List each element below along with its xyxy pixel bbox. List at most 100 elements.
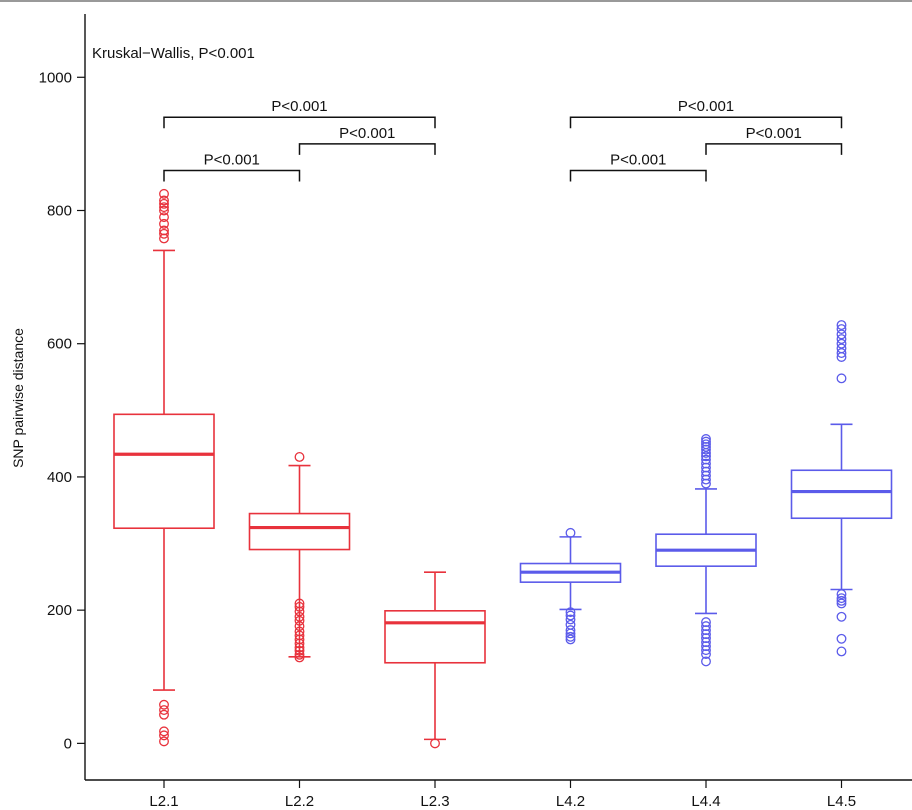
iqr-box [384, 610, 486, 664]
outlier-point [836, 646, 847, 657]
outlier-point [701, 442, 711, 452]
outlier-point [836, 329, 847, 340]
y-ticks: 0 200 400 600 800 1000 [39, 69, 85, 752]
outlier-point [294, 615, 305, 626]
p-value-label: P<0.001 [746, 125, 802, 142]
bracket-line [569, 116, 843, 129]
outlier-point [565, 634, 576, 645]
outlier-point [294, 638, 305, 649]
outlier-point [836, 593, 847, 604]
p-value-label: P<0.001 [271, 98, 327, 115]
x-tick-label: L4.2 [556, 793, 585, 810]
outlier-point [565, 607, 576, 618]
outlier-point [836, 611, 847, 622]
outlier-point [701, 645, 711, 656]
outlier-point [159, 218, 169, 229]
outlier-point [701, 656, 711, 667]
outlier-point [701, 448, 711, 458]
iqr-box [248, 512, 351, 551]
iqr-box [113, 413, 215, 530]
outlier-point [836, 348, 847, 358]
outlier-point [836, 352, 847, 362]
outlier-point [294, 611, 305, 622]
x-tick-label: L2.1 [149, 793, 178, 810]
outlier-point [159, 212, 169, 223]
outlier-point [159, 228, 169, 239]
outlier-point [294, 606, 305, 617]
outlier-point [430, 738, 440, 749]
iqr-box [790, 469, 893, 520]
box-L2-2 [248, 451, 351, 663]
x-ticks: L2.1 L2.2 L2.3 L4.2 L4.4 L4.5 [149, 780, 856, 810]
y-tick-label: 400 [47, 469, 72, 486]
outlier-point [565, 610, 576, 621]
outlier-point [836, 589, 847, 600]
comparison-bracket: P<0.001 [705, 125, 843, 155]
box-L4-5 [790, 320, 893, 657]
outlier-point [565, 628, 576, 639]
outlier-point [836, 334, 847, 345]
bracket-line [163, 169, 301, 182]
outlier-point [294, 642, 305, 653]
x-tick-label: L4.5 [827, 793, 856, 810]
x-tick-label: L2.3 [420, 793, 449, 810]
box-L2-3 [384, 571, 486, 749]
y-tick-label: 200 [47, 602, 72, 619]
boxes [113, 188, 893, 749]
outlier-point [159, 730, 169, 741]
outlier-point [565, 614, 576, 625]
p-value-label: P<0.001 [204, 152, 260, 169]
outlier-point [701, 451, 711, 462]
outlier-point [565, 625, 576, 636]
outlier-point [294, 451, 305, 462]
comparison-bracket: P<0.001 [163, 98, 436, 129]
p-value-label: P<0.001 [610, 152, 666, 169]
outlier-point [159, 709, 169, 720]
outlier-point [836, 595, 847, 606]
y-tick-label: 1000 [39, 69, 72, 86]
outlier-point [836, 373, 847, 384]
outlier-point [159, 198, 169, 209]
outlier-point [294, 645, 305, 656]
bracket-line [569, 169, 707, 182]
outlier-point [836, 320, 847, 331]
outlier-point [294, 621, 305, 632]
outlier-point [565, 631, 576, 642]
comparison-bracket: P<0.001 [569, 152, 707, 182]
outlier-point [836, 324, 847, 335]
outlier-point [159, 736, 169, 747]
y-tick-label: 600 [47, 336, 72, 353]
comparison-brackets: P<0.001 P<0.001 P<0.001 P<0.001 P<0.001 P<0.0… [163, 98, 843, 182]
comparison-bracket: P<0.001 [569, 98, 843, 129]
x-tick-label: L2.2 [285, 793, 314, 810]
outlier-point [836, 598, 847, 609]
box-L4-4 [655, 434, 757, 667]
y-axis-label: SNP pairwise distance [10, 328, 26, 468]
bracket-line [705, 143, 843, 155]
comparison-bracket: P<0.001 [163, 152, 301, 182]
outlier-point [159, 699, 169, 710]
bracket-line [163, 116, 436, 129]
p-value-label: P<0.001 [678, 98, 734, 115]
outlier-point [701, 649, 711, 660]
bracket-line [298, 143, 436, 155]
outlier-point [159, 705, 169, 716]
outlier-point [159, 233, 169, 244]
box-L4-2 [519, 527, 622, 645]
outlier-point [836, 633, 847, 644]
y-tick-label: 800 [47, 202, 72, 219]
outlier-point [159, 202, 169, 213]
outlier-point [159, 188, 169, 199]
outlier-point [701, 478, 711, 489]
kruskal-wallis-annotation: Kruskal−Wallis, P<0.001 [92, 45, 255, 62]
outlier-point [294, 601, 305, 612]
outlier-point [159, 726, 169, 737]
outlier-point [701, 474, 711, 485]
outlier-point [565, 527, 576, 538]
outlier-point [159, 205, 169, 216]
outlier-point [701, 444, 711, 455]
outlier-point [159, 195, 169, 206]
outlier-point [294, 649, 305, 660]
